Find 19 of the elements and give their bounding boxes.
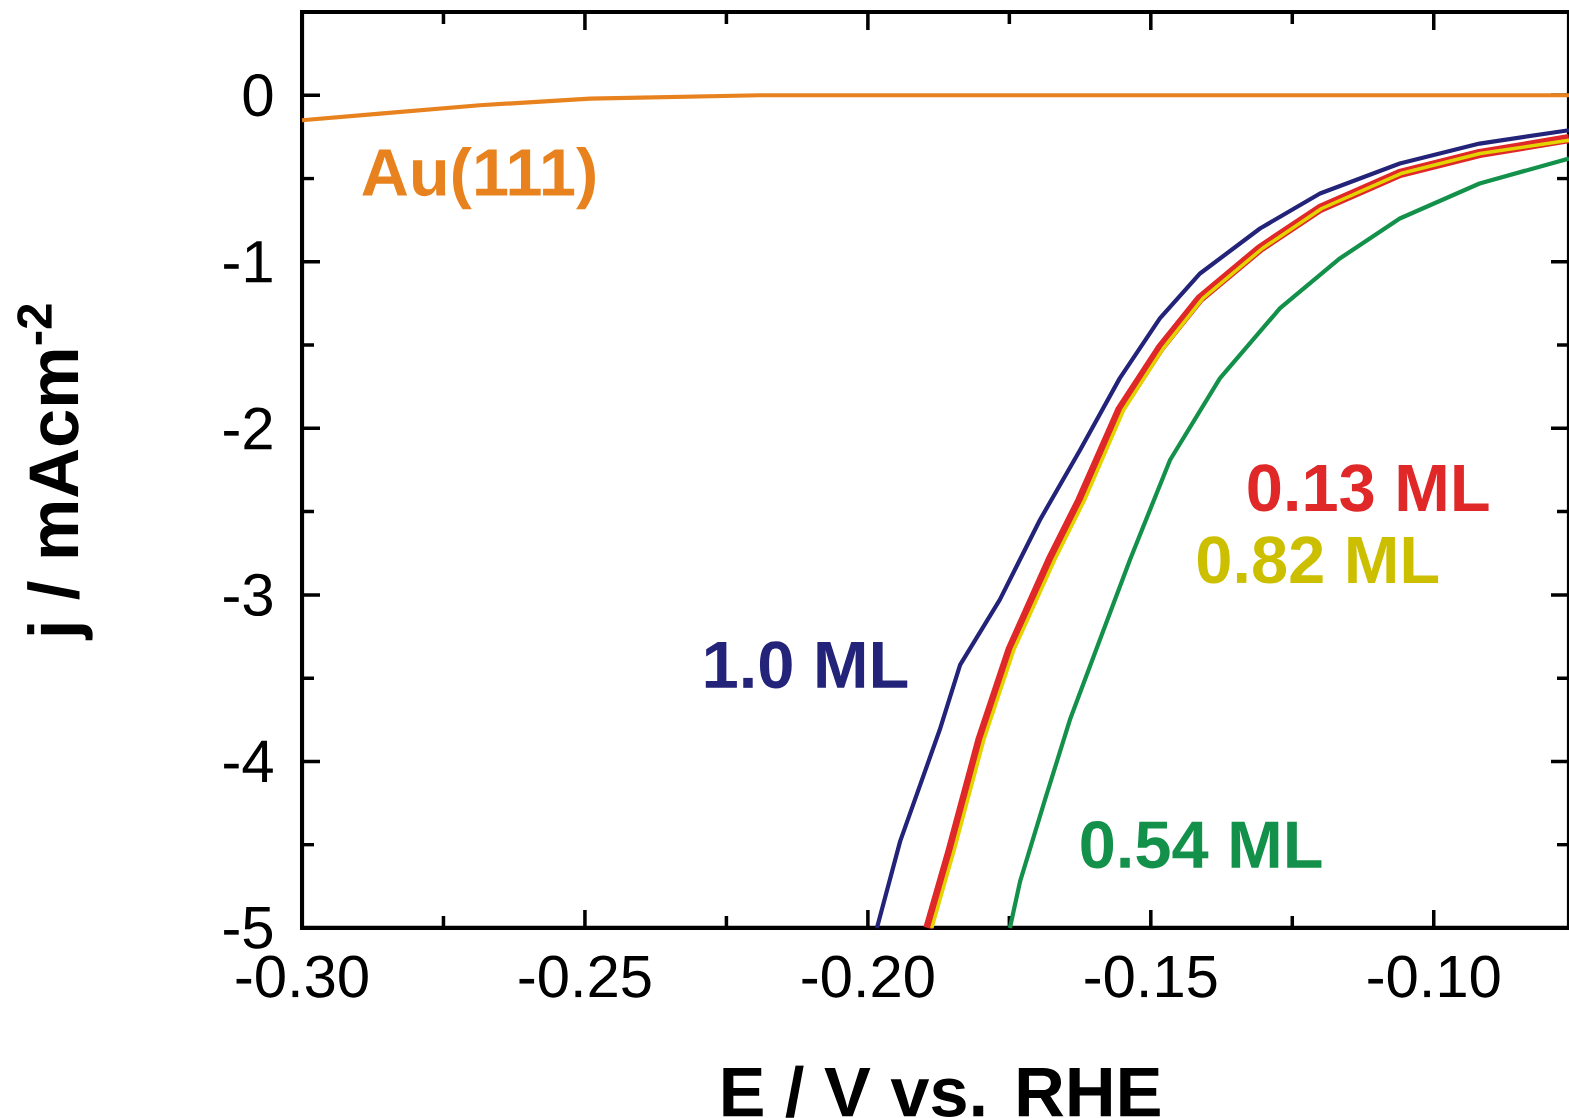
y-tick-label: -3 <box>224 573 272 617</box>
series-label: Au(111) <box>362 147 595 210</box>
x-tick-label: -0.20 <box>802 955 934 998</box>
y-tick-label: -2 <box>224 407 272 450</box>
text: 0.13 ML <box>1248 464 1489 512</box>
y-axis-title: j / mAcm$^{-2}$ <box>17 304 93 641</box>
y-tick-label: -4 <box>224 740 273 782</box>
x-tick-label: -0.10 <box>1368 955 1500 998</box>
x-tick-label: -0.30 <box>236 955 368 998</box>
line-series <box>299 93 1569 123</box>
x-tick-label: -0.25 <box>519 955 651 998</box>
y-tick-label: -1 <box>224 241 272 283</box>
y-tick-label: 0 <box>243 74 273 117</box>
y-tick-label: -5 <box>224 907 273 949</box>
x-tick-label: -0.15 <box>1085 955 1217 998</box>
series-label: 1.0 ML <box>705 641 908 689</box>
x-axis-title: E / V vs. RHE <box>723 1065 1160 1118</box>
series-label: 0.82 ML <box>1197 536 1439 584</box>
series-label: 0.54 ML <box>1081 821 1322 869</box>
